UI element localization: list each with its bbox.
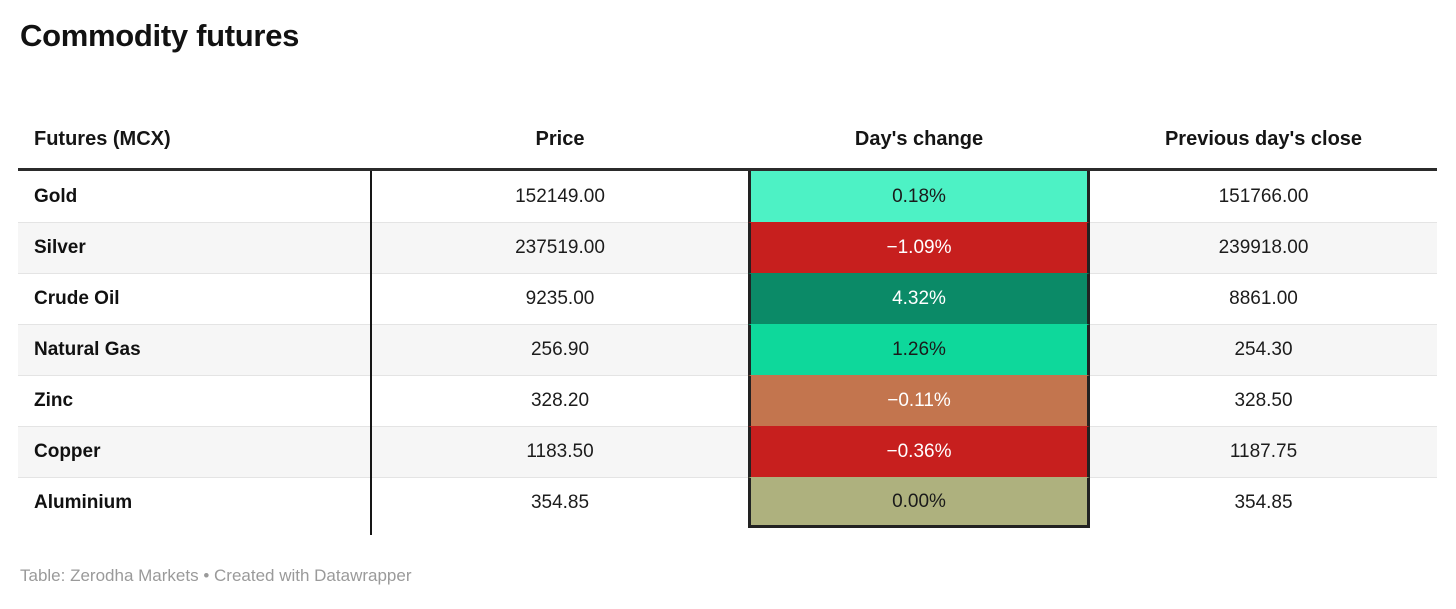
price-cell: 9235.00 [372, 273, 748, 324]
row-label: Crude Oil [18, 273, 372, 324]
prev-close-cell: 328.50 [1090, 375, 1437, 426]
column-separator-line [370, 171, 372, 535]
table-row-natural-gas: Natural Gas 256.90 1.26% 254.30 [18, 324, 1437, 375]
footer-table-label: Table: [20, 566, 71, 585]
futures-table-container: Futures (MCX) Price Day's change Previou… [18, 110, 1437, 535]
footer: Table: Zerodha Markets • Created with Da… [20, 566, 411, 586]
change-cell: 4.32% [748, 273, 1090, 324]
footer-source-link[interactable]: Zerodha Markets [70, 566, 199, 585]
footer-datawrapper-link[interactable]: Created with Datawrapper [214, 566, 412, 585]
header-row: Futures (MCX) Price Day's change Previou… [18, 110, 1437, 171]
page-title: Commodity futures [20, 18, 300, 53]
price-cell: 1183.50 [372, 426, 748, 477]
row-label: Silver [18, 222, 372, 273]
prev-close-cell: 8861.00 [1090, 273, 1437, 324]
futures-table: Futures (MCX) Price Day's change Previou… [18, 110, 1437, 528]
change-cell: −0.11% [748, 375, 1090, 426]
price-cell: 237519.00 [372, 222, 748, 273]
row-label: Zinc [18, 375, 372, 426]
row-label: Aluminium [18, 477, 372, 528]
prev-close-cell: 1187.75 [1090, 426, 1437, 477]
column-header-futures: Futures (MCX) [18, 110, 372, 171]
table-row-aluminium: Aluminium 354.85 0.00% 354.85 [18, 477, 1437, 528]
column-header-prev-close: Previous day's close [1090, 110, 1437, 171]
prev-close-cell: 151766.00 [1218, 185, 1309, 207]
change-cell: 0.18% [748, 171, 1090, 222]
change-cell: −1.09% [748, 222, 1090, 273]
row-label: Gold [34, 185, 78, 207]
price-cell: 152149.00 [515, 185, 605, 207]
table-row-silver: Silver 237519.00 −1.09% 239918.00 [18, 222, 1437, 273]
price-cell: 354.85 [372, 477, 748, 528]
prev-close-cell: 239918.00 [1090, 222, 1437, 273]
row-label: Natural Gas [18, 324, 372, 375]
row-label: Copper [18, 426, 372, 477]
footer-separator: • [198, 566, 214, 585]
table-row-gold: Gold 152149.00 0.18% 151766.00 [18, 171, 1437, 222]
table-row-copper: Copper 1183.50 −0.36% 1187.75 [18, 426, 1437, 477]
prev-close-cell: 254.30 [1090, 324, 1437, 375]
price-cell: 256.90 [372, 324, 748, 375]
prev-close-cell: 354.85 [1090, 477, 1437, 528]
table-row-zinc: Zinc 328.20 −0.11% 328.50 [18, 375, 1437, 426]
column-header-days-change: Day's change [748, 110, 1090, 171]
change-cell: −0.36% [748, 426, 1090, 477]
column-header-price: Price [372, 110, 748, 171]
price-cell: 328.20 [372, 375, 748, 426]
change-cell: 1.26% [748, 324, 1090, 375]
table-row-crude-oil: Crude Oil 9235.00 4.32% 8861.00 [18, 273, 1437, 324]
change-cell: 0.00% [748, 477, 1090, 528]
